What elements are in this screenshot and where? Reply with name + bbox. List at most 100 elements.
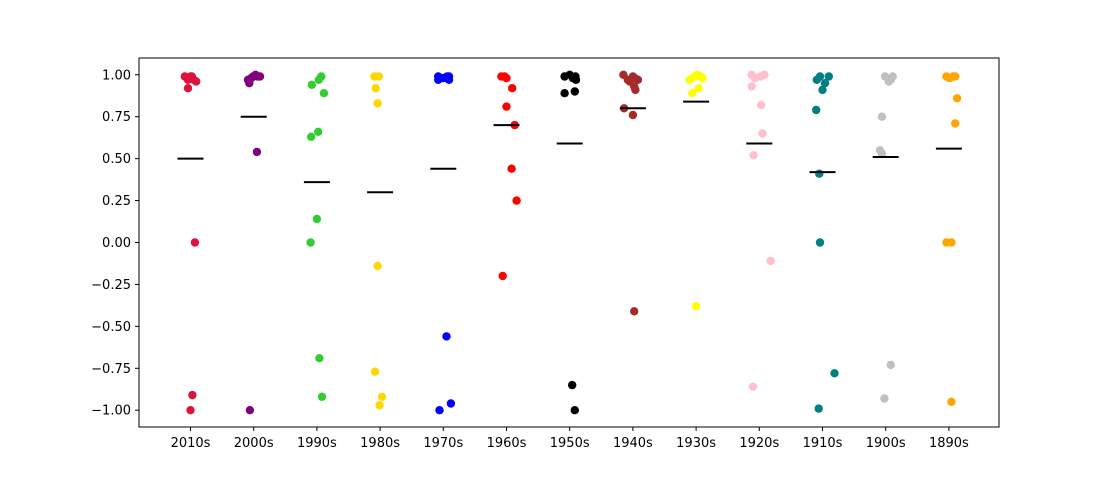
data-point: [631, 85, 640, 95]
series-1960s: [493, 72, 521, 281]
data-point: [190, 238, 200, 247]
data-point: [306, 238, 315, 247]
series-1950s: [556, 70, 583, 415]
series-1930s: [683, 70, 710, 311]
data-point: [502, 102, 511, 111]
data-point: [512, 196, 521, 205]
data-point: [691, 302, 701, 311]
data-point: [877, 112, 887, 121]
data-point: [820, 79, 830, 88]
data-point: [377, 392, 387, 401]
data-point: [886, 75, 895, 85]
data-point: [319, 89, 329, 98]
data-point: [951, 119, 960, 128]
data-point: [375, 401, 384, 410]
data-point: [370, 367, 380, 376]
x-tick-label: 1910s: [803, 436, 843, 451]
data-point: [307, 80, 316, 90]
series-1910s: [809, 72, 839, 413]
y-tick-label: −0.25: [91, 278, 131, 293]
data-point: [630, 307, 639, 316]
chart-marks: [177, 70, 962, 415]
data-point: [314, 75, 323, 85]
data-point: [815, 238, 825, 247]
data-point: [814, 404, 823, 413]
data-point: [371, 84, 380, 93]
x-tick-label: 1990s: [297, 436, 337, 451]
data-point: [757, 100, 766, 110]
y-tick-label: 0.00: [102, 236, 131, 251]
x-tick-label: 1890s: [929, 436, 969, 451]
series-1980s: [367, 72, 394, 410]
data-point: [951, 72, 960, 81]
series-1890s: [935, 72, 962, 406]
y-tick-label: 0.75: [102, 110, 131, 125]
data-point: [758, 129, 767, 138]
data-point: [314, 127, 323, 136]
x-tick-label: 1970s: [423, 436, 463, 451]
data-point: [315, 354, 324, 363]
series-1990s: [303, 72, 330, 401]
y-tick-label: −1.00: [91, 404, 131, 419]
data-point: [688, 89, 697, 98]
data-point: [748, 382, 758, 391]
data-point: [374, 72, 383, 81]
y-tick-label: 1.00: [102, 68, 131, 83]
series-1970s: [430, 72, 457, 415]
data-point: [186, 406, 195, 415]
data-point: [183, 84, 193, 93]
data-point: [952, 94, 962, 103]
data-point: [245, 406, 255, 415]
data-point: [307, 132, 316, 141]
data-point: [312, 214, 322, 224]
x-tick-label: 1960s: [487, 436, 527, 451]
data-point: [947, 397, 956, 406]
series-1900s: [872, 72, 899, 403]
data-point: [886, 360, 895, 370]
data-point: [830, 369, 839, 378]
y-tick-label: −0.50: [91, 320, 131, 335]
data-point: [373, 99, 382, 108]
data-point: [442, 332, 451, 341]
data-point: [568, 380, 577, 390]
x-tick-label: 1900s: [866, 436, 906, 451]
data-point: [508, 84, 517, 93]
series-2000s: [240, 70, 267, 415]
x-tick-label: 1950s: [550, 436, 590, 451]
data-point: [498, 271, 507, 281]
data-point: [694, 84, 703, 93]
data-point: [571, 75, 581, 85]
data-point: [749, 151, 758, 160]
data-point: [446, 399, 456, 408]
data-point: [502, 73, 511, 83]
data-point: [824, 72, 833, 81]
data-point: [570, 87, 579, 96]
data-point: [698, 73, 707, 83]
data-point: [317, 392, 327, 401]
y-tick-label: 0.25: [102, 194, 131, 209]
x-tick-label: 1980s: [360, 436, 400, 451]
y-tick-label: −0.75: [91, 362, 131, 377]
y-tick-label: 0.50: [102, 152, 131, 167]
series-1920s: [746, 70, 775, 391]
series-1940s: [619, 70, 646, 316]
y-axis: −1.00 −0.75 −0.50 −0.25 0.00 0.25 0.50 0.75 1.00: [91, 68, 139, 419]
data-point: [560, 89, 569, 98]
data-point: [252, 147, 262, 157]
data-point: [812, 105, 821, 115]
x-tick-label: 1930s: [676, 436, 716, 451]
data-point: [628, 110, 638, 120]
x-axis: 2010s 2000s 1990s 1980s 1970s 1960s 1950s 1940s…: [171, 427, 969, 451]
data-point: [877, 149, 887, 158]
data-point: [815, 72, 825, 81]
data-point: [815, 169, 824, 178]
data-point: [435, 406, 444, 415]
series-2010s: [177, 72, 204, 415]
data-point: [188, 390, 197, 400]
data-point: [880, 394, 889, 403]
data-point: [766, 256, 775, 266]
data-point: [255, 72, 265, 81]
data-point: [434, 75, 443, 85]
x-tick-label: 2010s: [171, 436, 211, 451]
